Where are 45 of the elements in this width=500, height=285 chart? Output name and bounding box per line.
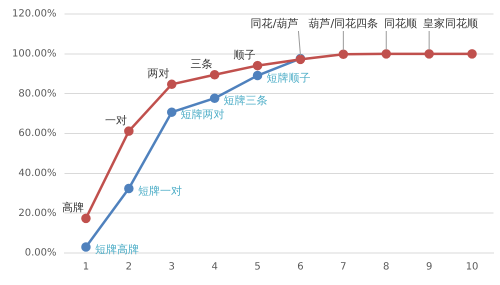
annotation: 短牌两对 bbox=[180, 108, 225, 122]
point bbox=[338, 49, 348, 59]
point bbox=[124, 184, 134, 194]
annotation: 短牌三条 bbox=[224, 94, 268, 108]
x-tick-label: 9 bbox=[426, 262, 432, 273]
annotation: 葫芦/同花四条 bbox=[308, 16, 378, 30]
y-tick-label: 100.00% bbox=[12, 48, 56, 60]
point bbox=[81, 214, 91, 224]
point bbox=[81, 242, 91, 252]
x-tick-label: 7 bbox=[340, 262, 347, 273]
y-tick-label: 40.00% bbox=[18, 168, 56, 179]
x-tick-label: 3 bbox=[168, 262, 175, 273]
point bbox=[382, 49, 391, 59]
point bbox=[467, 49, 477, 59]
x-tick-label: 4 bbox=[211, 262, 218, 273]
point bbox=[424, 49, 434, 59]
x-tick-label: 10 bbox=[466, 262, 478, 273]
annotation: 皇家同花顺 bbox=[423, 16, 478, 30]
annotation: 短牌高牌 bbox=[94, 242, 139, 256]
annotation: 高牌 bbox=[62, 201, 84, 214]
point bbox=[252, 60, 262, 70]
y-tick-label: 0.00% bbox=[24, 248, 56, 259]
y-tick-label: 60.00% bbox=[18, 128, 56, 140]
y-tick-label: 20.00% bbox=[18, 208, 56, 219]
annotation: 顺子 bbox=[234, 48, 256, 62]
x-tick-label: 2 bbox=[126, 262, 132, 273]
annotation: 两对 bbox=[148, 67, 170, 80]
point bbox=[210, 94, 220, 103]
x-tick-label: 8 bbox=[383, 262, 390, 273]
annotation: 同花/葫芦 bbox=[250, 16, 298, 30]
y-tick-label: 120.00% bbox=[12, 8, 56, 20]
point bbox=[252, 70, 262, 80]
x-tick-label: 6 bbox=[297, 262, 304, 273]
point bbox=[166, 107, 176, 117]
annotation: 一对 bbox=[104, 114, 127, 127]
annotation: 短牌顺子 bbox=[266, 71, 311, 84]
annotation: 三条 bbox=[190, 58, 213, 71]
point bbox=[166, 80, 176, 90]
x-tick-label: 5 bbox=[254, 262, 261, 273]
annotation: 同花顺 bbox=[384, 16, 418, 30]
y-tick-label: 80.00% bbox=[18, 88, 56, 100]
x-tick-label: 1 bbox=[82, 262, 90, 273]
point bbox=[210, 70, 220, 80]
point bbox=[124, 126, 134, 136]
annotation: 短牌一对 bbox=[138, 184, 182, 198]
